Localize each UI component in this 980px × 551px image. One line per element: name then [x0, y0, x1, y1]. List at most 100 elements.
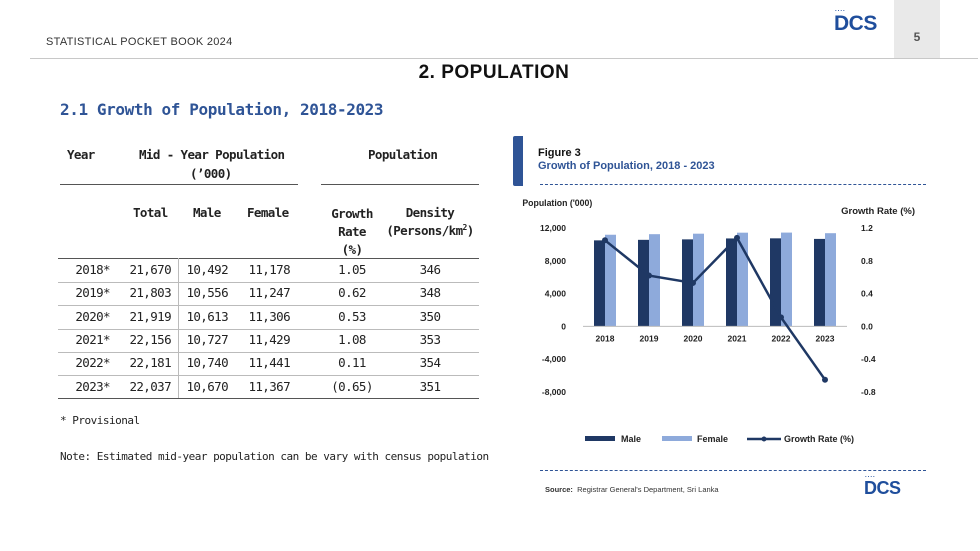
density-header-line2: (Persons/km2)	[386, 223, 474, 239]
y-tick-label: 8,000	[545, 256, 567, 266]
page-number-box	[894, 0, 940, 58]
bar-male	[814, 238, 825, 327]
figure-logo-dots: ....	[865, 473, 876, 479]
cell-male: 10,556	[186, 285, 228, 301]
y2-tick-label: -0.4	[861, 354, 876, 364]
population-chart: Population ('000) Growth Rate (%) 12,000 8,…	[522, 198, 915, 444]
y2-tick-label: 0.4	[861, 289, 873, 299]
bar-male	[594, 240, 605, 327]
density-header-line1: Density	[405, 205, 455, 220]
cell-female: 11,306	[248, 308, 290, 324]
cell-male: 10,740	[186, 355, 228, 371]
legend-label-female: Female	[697, 434, 728, 444]
y-axis-title: Population ('000)	[522, 198, 592, 208]
legend-label-male: Male	[621, 434, 641, 444]
y-tick-label: 0	[561, 321, 566, 331]
legend-swatch-female	[662, 436, 692, 441]
y2-axis-title: Growth Rate (%)	[841, 206, 915, 217]
col-header-male: Male	[193, 205, 221, 220]
cell-female: 11,247	[248, 285, 290, 301]
row-separator	[58, 328, 479, 330]
cell-growth: 0.11	[338, 355, 366, 371]
bar-female	[693, 233, 704, 327]
page-number: 5	[913, 30, 921, 44]
bar-female	[605, 234, 616, 327]
subsection-title: 2.1 Growth of Population, 2018-2023	[60, 100, 384, 119]
growth-rate-line	[604, 235, 827, 381]
row-separator	[58, 351, 479, 353]
growth-header-line1: Growth	[331, 206, 373, 221]
bar-male	[638, 239, 649, 327]
y-tick-label: -8,000	[542, 387, 566, 397]
figure-logo-text: DCS	[864, 478, 901, 498]
y2-tick-label: 0.8	[861, 256, 873, 266]
y2-tick-label: 1.2	[861, 223, 873, 233]
y-tick-label: 12,000	[540, 223, 566, 233]
cell-total: 21,670	[129, 262, 171, 277]
growth-rate-point	[734, 234, 740, 241]
cell-total: 22,156	[129, 331, 171, 347]
cell-year: 2019*	[75, 285, 110, 301]
cell-total: 22,037	[129, 378, 171, 394]
col-header-total: Total	[133, 205, 168, 220]
legend-swatch-male	[585, 436, 615, 441]
bar-male	[726, 238, 737, 327]
bar-female	[649, 234, 660, 327]
population-table: Year Mid - Year Population (’000) Popula…	[0, 0, 500, 420]
group-header-midyear: Mid - Year Population	[139, 147, 285, 162]
growth-rate-point	[690, 279, 696, 286]
growth-header-line2: Rate	[338, 224, 366, 239]
x-tick-label: 2022	[772, 333, 791, 343]
cell-density: 353	[419, 331, 441, 347]
y-tick-label: 4,000	[545, 289, 567, 299]
y2-tick-label: 0.0	[861, 321, 873, 331]
cell-year: 2020*	[75, 308, 110, 324]
cell-density: 354	[419, 355, 441, 371]
cell-year: 2022*	[75, 355, 110, 371]
footnote-provisional: * Provisional	[60, 414, 140, 427]
figure-dcs-logo: .... DCS	[864, 473, 901, 499]
y-tick-label: -4,000	[542, 354, 566, 364]
cell-female: 11,441	[248, 355, 290, 371]
logo-text: DCS	[834, 12, 877, 35]
source-text: Registrar General's Department, Sri Lank…	[577, 485, 719, 494]
bar-male	[770, 238, 781, 327]
cell-density: 346	[419, 262, 441, 277]
figure-accent-bar	[513, 136, 523, 186]
figure-source: Source: Registrar General's Department, …	[545, 485, 719, 494]
x-tick-label: 2023	[816, 333, 835, 343]
bar-female	[737, 232, 748, 327]
growth-rate-point	[778, 314, 784, 321]
growth-rate-point	[602, 237, 608, 244]
x-tick-label: 2020	[684, 333, 703, 343]
cell-density: 348	[419, 285, 441, 301]
cell-male: 10,727	[186, 331, 228, 347]
table-col-divider	[178, 258, 179, 398]
cell-male: 10,613	[186, 308, 228, 324]
cell-density: 350	[419, 308, 441, 324]
col-header-year: Year	[67, 147, 95, 162]
cell-female: 11,367	[248, 378, 290, 394]
x-tick-label: 2018	[596, 333, 615, 343]
figure-top-dashed-rule	[540, 184, 926, 185]
figure-title: Growth of Population, 2018 - 2023	[538, 160, 715, 172]
cell-female: 11,429	[248, 331, 290, 347]
cell-total: 21,803	[129, 285, 171, 301]
header-rule-right	[321, 184, 479, 185]
growth-header-line3: (%)	[341, 242, 363, 257]
cell-year: 2021*	[75, 331, 110, 347]
cell-year: 2023*	[75, 378, 110, 394]
footnote-note: Note: Estimated mid-year population can …	[60, 450, 489, 463]
section-title: 2. POPULATION	[418, 62, 570, 83]
dcs-logo: .... DCS	[834, 7, 877, 36]
group-header-midyear-unit: (’000)	[190, 166, 232, 181]
col-header-female: Female	[247, 205, 289, 220]
cell-total: 22,181	[129, 355, 171, 371]
header-divider	[30, 58, 978, 59]
header-rule-left	[60, 184, 298, 185]
row-separator	[58, 282, 479, 283]
cell-density: 351	[419, 378, 441, 394]
cell-growth: 0.62	[338, 285, 366, 301]
source-label: Source:	[545, 485, 573, 494]
figure-label: Figure 3	[538, 147, 581, 159]
